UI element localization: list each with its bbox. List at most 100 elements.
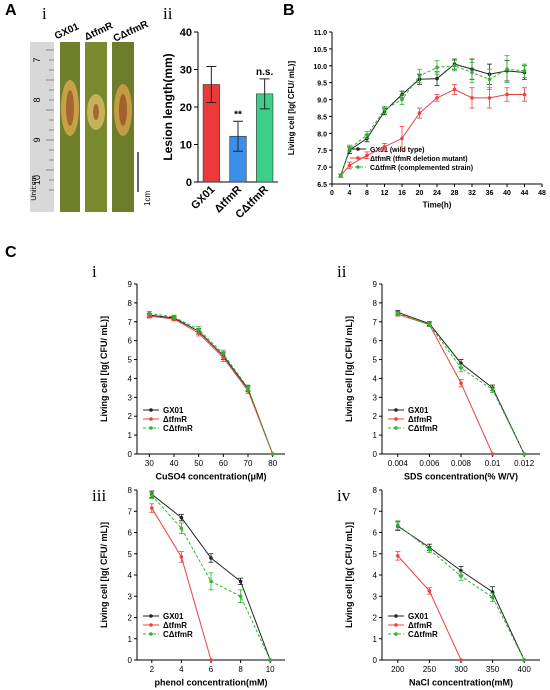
- x-tick-label: 0.012: [514, 459, 535, 468]
- x-tick-label: 40: [170, 459, 179, 468]
- data-point: [459, 574, 463, 578]
- y-tick-label: 2: [128, 412, 133, 421]
- legend-marker: [394, 623, 398, 627]
- data-point: [505, 92, 509, 97]
- legend-label: ΔtfmR (tfmR deletion mutant): [370, 156, 468, 163]
- y-tick-label: 7: [128, 507, 133, 516]
- data-point: [221, 352, 226, 356]
- data-point: [435, 65, 439, 70]
- data-point: [435, 76, 439, 81]
- data-point: [522, 69, 527, 73]
- series-line: [340, 63, 525, 176]
- x-tick-label: 60: [219, 459, 228, 468]
- legend-label: ΔtfmR: [163, 621, 187, 630]
- legend-label: GX01: [163, 612, 184, 621]
- legend-marker: [394, 417, 398, 421]
- ruler-number: 10: [32, 175, 42, 185]
- data-point: [179, 515, 184, 520]
- legend-marker: [356, 156, 360, 160]
- series-line: [340, 88, 525, 176]
- series-line: [340, 65, 525, 176]
- panel-letter-c: C: [5, 244, 17, 261]
- y-tick-label: 0: [373, 450, 378, 459]
- photo-strain-label: GX01: [53, 21, 81, 42]
- lesion-core: [119, 94, 127, 126]
- x-tick-label: 8: [238, 665, 243, 674]
- ruler-number: 9: [32, 137, 42, 142]
- y-tick-label: 9: [128, 280, 133, 289]
- ruler-unit-label: Unit:cm: [30, 175, 38, 200]
- y-tick-label: 7: [373, 318, 378, 327]
- y-tick-label: 0: [373, 656, 378, 665]
- legend-marker: [394, 426, 398, 430]
- y-tick-label: 40: [180, 27, 192, 39]
- x-tick-label: 200: [391, 665, 405, 674]
- series-line: [149, 314, 274, 455]
- data-point: [400, 136, 404, 141]
- photo-strain-label: CΔtfmR: [112, 20, 151, 45]
- data-point: [196, 327, 201, 332]
- significance-label: n.s.: [256, 67, 273, 78]
- y-tick-label: 5: [128, 356, 133, 365]
- legend-marker: [149, 632, 153, 636]
- y-tick-label: 8.5: [317, 114, 327, 121]
- panel-label-c-ii: ii: [337, 262, 347, 281]
- panel-letter-a: A: [5, 2, 17, 19]
- panel-label-a-i: i: [42, 4, 47, 23]
- legend-marker: [149, 426, 153, 430]
- y-axis-label: Living cell [lg( CFU/ mL)]: [287, 61, 296, 156]
- y-tick-label: 0: [186, 177, 192, 189]
- series-line: [149, 312, 274, 455]
- x-tick-label: 4: [348, 190, 352, 197]
- data-point: [459, 381, 463, 385]
- y-tick-label: 5: [373, 550, 378, 559]
- legend-label: CΔtfmR (complemented strain): [370, 165, 473, 172]
- legend-marker: [394, 408, 398, 412]
- x-tick-label: 20: [416, 190, 424, 197]
- legend-label: ΔtfmR: [408, 621, 432, 630]
- data-point: [396, 523, 400, 527]
- y-tick-label: 8: [373, 299, 378, 308]
- data-point: [150, 506, 154, 510]
- x-axis-label: phenol concentration(mM): [155, 678, 268, 688]
- x-tick-label: 80: [268, 459, 277, 468]
- data-point: [505, 67, 509, 71]
- legend-marker: [149, 614, 153, 618]
- data-point: [400, 97, 404, 102]
- y-tick-label: 7.5: [317, 148, 327, 155]
- x-axis-label: NaCl concentration(mM): [409, 678, 513, 688]
- y-tick-label: 7: [128, 318, 133, 327]
- y-tick-label: 2: [128, 614, 133, 623]
- line-chart-sds: 0 1 2 3 4 5 6 7 8 9 0.004 0.006 0.008 0.01 0.012 SDS co…: [344, 280, 540, 482]
- data-point: [396, 311, 400, 316]
- panel-letter-b: B: [283, 2, 295, 19]
- data-point: [396, 554, 400, 558]
- data-point: [246, 386, 250, 390]
- y-tick-label: 8: [373, 486, 378, 495]
- x-tick-label: 8: [365, 190, 369, 197]
- line-chart-growth-curve: 6.57.07.58.08.59.09.510.010.511.00 4 8 12 16…: [287, 30, 546, 209]
- x-tick-label: 10: [266, 665, 275, 674]
- scale-bar-label: 1cm: [143, 191, 152, 206]
- x-axis-label: SDS concentration(% W/V): [404, 472, 518, 482]
- y-tick-label: 8: [128, 486, 133, 495]
- y-tick-label: 2: [373, 412, 378, 421]
- x-tick-label: 32: [468, 190, 476, 197]
- y-tick-label: 1: [128, 431, 133, 440]
- legend-label: GX01: [408, 406, 429, 415]
- x-axis-label: Time(h): [423, 200, 452, 209]
- x-tick-label: 16: [398, 190, 406, 197]
- x-tick-label: 300: [454, 665, 468, 674]
- ruler: [30, 42, 54, 212]
- y-tick-label: 3: [128, 393, 133, 402]
- y-tick-label: 8: [128, 299, 133, 308]
- data-point: [452, 63, 457, 68]
- data-point: [427, 547, 432, 552]
- y-tick-label: 6: [373, 529, 378, 538]
- data-point: [490, 595, 495, 600]
- ruler-number: 7: [32, 57, 42, 62]
- legend-marker: [149, 623, 153, 627]
- x-tick-label: 250: [423, 665, 437, 674]
- y-tick-label: 4: [128, 571, 133, 580]
